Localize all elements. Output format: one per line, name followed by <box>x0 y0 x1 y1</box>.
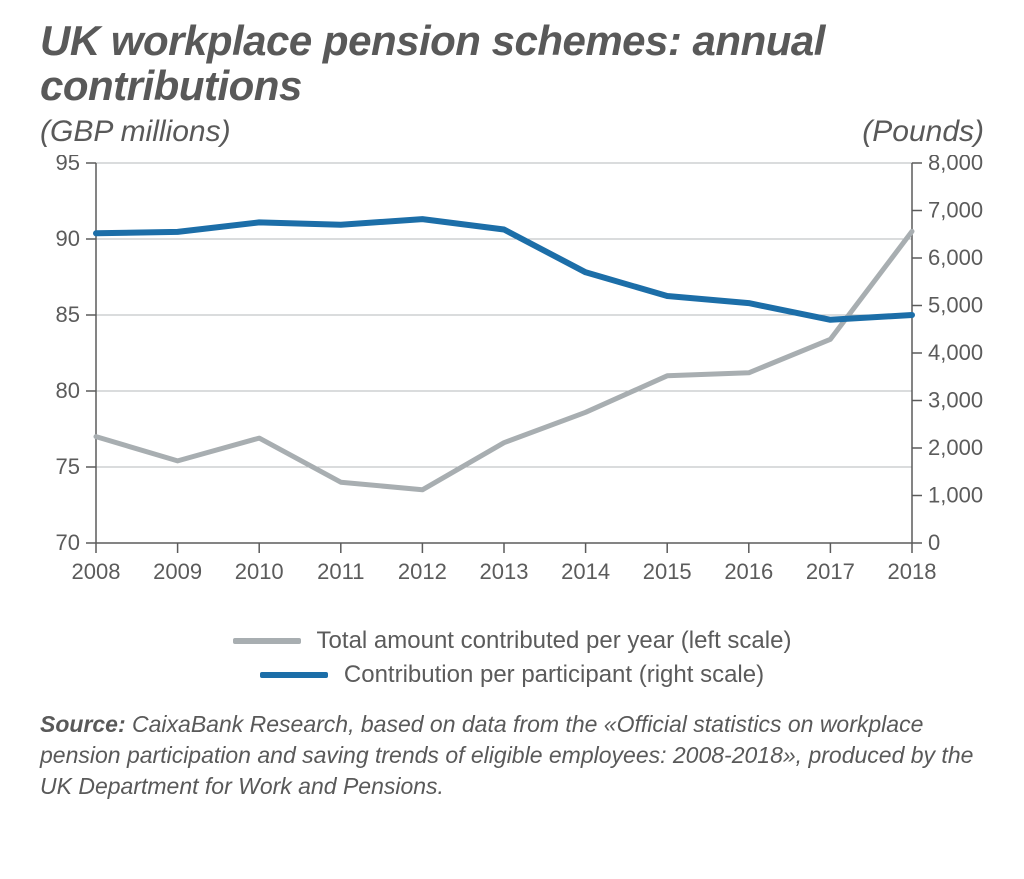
svg-text:6,000: 6,000 <box>928 245 983 270</box>
axis-subtitles: (GBP millions) (Pounds) <box>40 115 984 149</box>
series-total <box>96 231 912 489</box>
svg-text:2013: 2013 <box>480 559 529 584</box>
svg-text:70: 70 <box>56 530 80 555</box>
svg-text:4,000: 4,000 <box>928 340 983 365</box>
svg-text:5,000: 5,000 <box>928 292 983 317</box>
y-left-axis-label: (GBP millions) <box>40 115 231 149</box>
line-chart-svg: 70 75 80 85 90 95 0 1,000 2,000 3,000 4,000 5,000 6,… <box>40 155 984 611</box>
svg-text:7,000: 7,000 <box>928 197 983 222</box>
legend-label-total: Total amount contributed per year (left … <box>317 627 792 655</box>
chart-title: UK workplace pension schemes: annual con… <box>40 18 984 109</box>
svg-text:2014: 2014 <box>561 559 610 584</box>
svg-text:2015: 2015 <box>643 559 692 584</box>
chart-plot-area: 70 75 80 85 90 95 0 1,000 2,000 3,000 4,000 5,000 6,… <box>40 155 984 615</box>
svg-text:3,000: 3,000 <box>928 387 983 412</box>
series-per_participant <box>96 219 912 320</box>
chart-legend: Total amount contributed per year (left … <box>40 627 984 689</box>
svg-text:75: 75 <box>56 454 80 479</box>
svg-text:2008: 2008 <box>72 559 121 584</box>
svg-text:85: 85 <box>56 302 80 327</box>
svg-text:2018: 2018 <box>888 559 937 584</box>
svg-text:1,000: 1,000 <box>928 482 983 507</box>
legend-swatch-total <box>233 638 301 644</box>
svg-text:2012: 2012 <box>398 559 447 584</box>
y-right-axis-label: (Pounds) <box>862 115 984 149</box>
source-text: CaixaBank Research, based on data from t… <box>40 711 973 799</box>
legend-swatch-per-participant <box>260 672 328 678</box>
svg-text:80: 80 <box>56 378 80 403</box>
svg-text:2011: 2011 <box>317 559 364 584</box>
svg-text:2016: 2016 <box>724 559 773 584</box>
figure-container: UK workplace pension schemes: annual con… <box>0 0 1024 879</box>
source-label: Source: <box>40 711 126 737</box>
legend-item-total: Total amount contributed per year (left … <box>233 627 792 655</box>
svg-text:95: 95 <box>56 155 80 175</box>
legend-label-per-participant: Contribution per participant (right scal… <box>344 661 764 689</box>
svg-text:90: 90 <box>56 226 80 251</box>
source-note: Source: CaixaBank Research, based on dat… <box>40 709 984 802</box>
svg-text:2010: 2010 <box>235 559 284 584</box>
svg-text:0: 0 <box>928 530 940 555</box>
svg-text:2017: 2017 <box>806 559 855 584</box>
svg-text:8,000: 8,000 <box>928 155 983 175</box>
svg-text:2,000: 2,000 <box>928 435 983 460</box>
svg-text:2009: 2009 <box>153 559 202 584</box>
legend-item-per-participant: Contribution per participant (right scal… <box>260 661 764 689</box>
